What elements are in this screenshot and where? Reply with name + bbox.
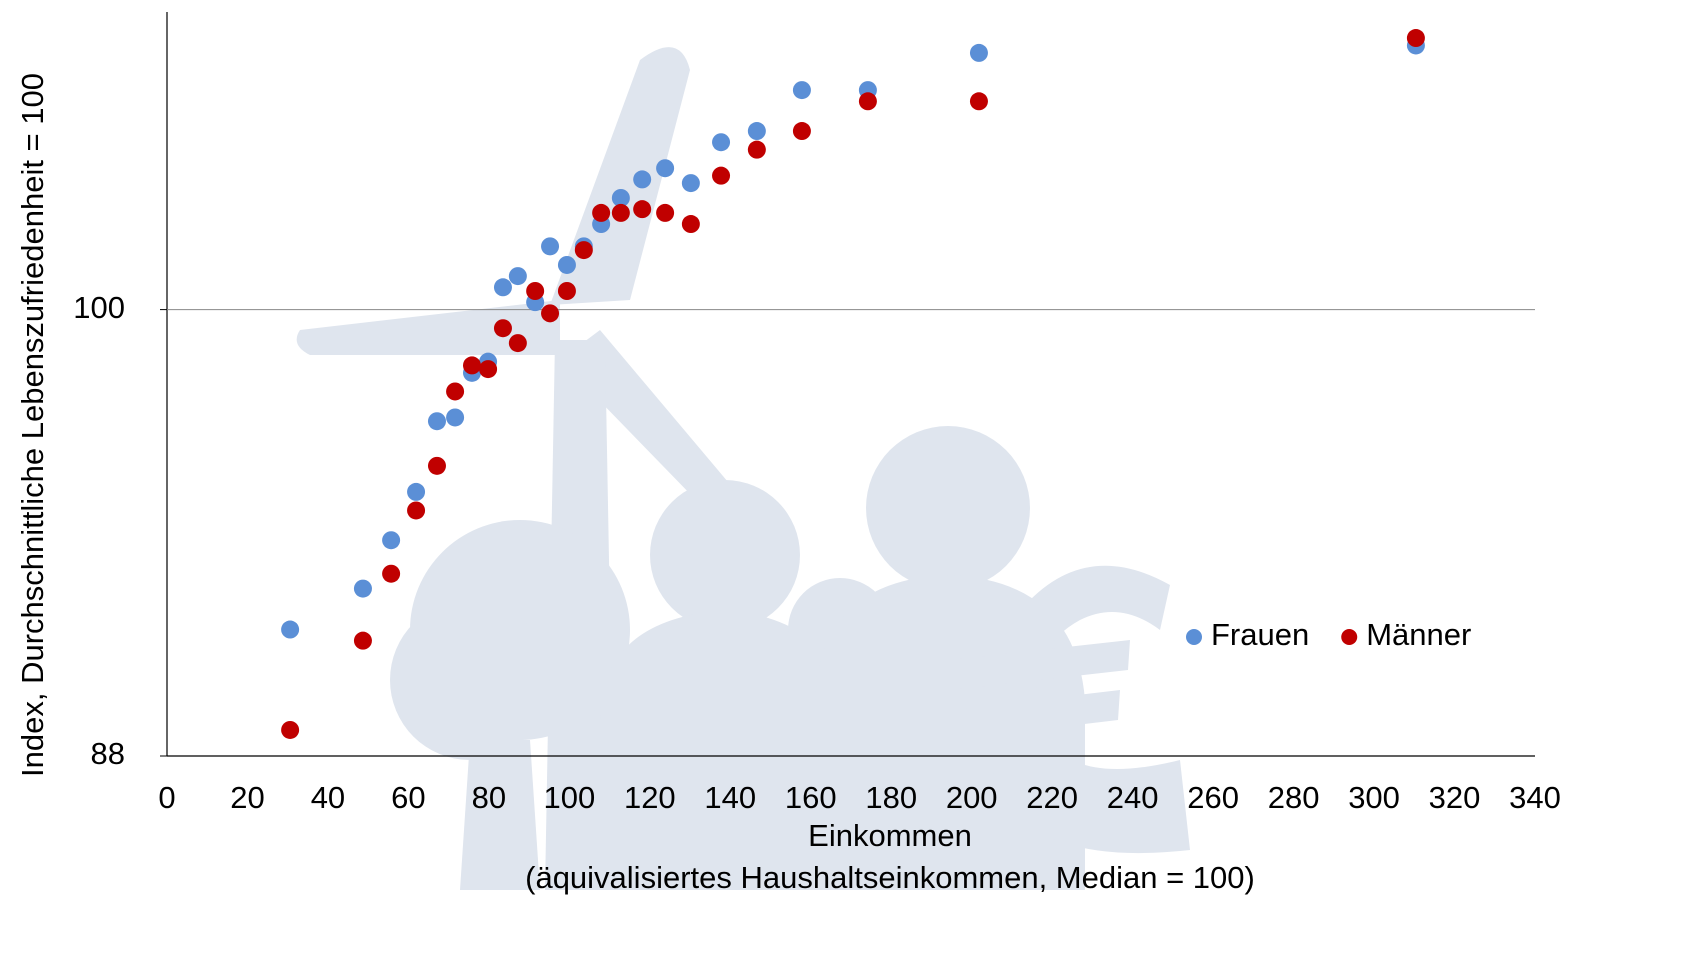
point: [281, 720, 300, 739]
point: [353, 579, 372, 598]
x-tick-label: 240: [1107, 780, 1159, 815]
legend-marker: [1186, 629, 1202, 645]
point: [611, 203, 630, 222]
point: [446, 382, 465, 401]
point: [712, 133, 731, 152]
x-tick-label: 40: [311, 780, 345, 815]
point: [633, 170, 652, 189]
point: [541, 304, 560, 323]
point: [656, 159, 675, 178]
legend-marker: [1341, 629, 1358, 645]
point: [611, 189, 630, 207]
x-tick-label: 20: [230, 780, 264, 815]
point: [656, 203, 675, 222]
x-tick-label: 80: [472, 780, 506, 815]
x-tick-label: 280: [1268, 780, 1320, 815]
x-tick-label: 200: [946, 780, 998, 815]
x-tick-label: 300: [1348, 780, 1400, 815]
point: [427, 412, 446, 431]
point: [541, 237, 560, 256]
point: [681, 215, 700, 234]
point: [382, 564, 401, 583]
wm-euro-bars: [950, 640, 1130, 740]
point: [281, 620, 300, 639]
legend-label: Frauen: [1211, 617, 1309, 652]
point: [712, 166, 731, 185]
point: [508, 267, 527, 286]
wm-head: [650, 480, 800, 630]
point: [493, 319, 512, 338]
x-tick-label: 260: [1187, 780, 1239, 815]
point: [407, 501, 426, 520]
x-tick-label: 220: [1026, 780, 1078, 815]
point: [792, 81, 811, 100]
wm-euro: [986, 565, 1190, 854]
point: [574, 241, 593, 260]
point: [792, 122, 811, 141]
point: [427, 456, 446, 475]
point: [446, 408, 465, 427]
point: [557, 282, 576, 300]
point: [557, 255, 576, 274]
point: [858, 92, 877, 111]
point: [462, 356, 481, 375]
point: [747, 140, 766, 159]
point: [382, 531, 401, 550]
point: [747, 122, 766, 141]
point: [1406, 29, 1425, 48]
x-tick-label: 140: [704, 780, 756, 815]
point: [508, 334, 527, 353]
x-tick-label: 160: [785, 780, 837, 815]
x-tick-label: 340: [1509, 780, 1561, 815]
y-tick-label: 88: [91, 736, 125, 771]
x-tick-label: 120: [624, 780, 676, 815]
legend-label: Männer: [1366, 617, 1471, 652]
point: [592, 203, 611, 222]
point: [407, 482, 426, 501]
wm-tree: [390, 600, 550, 760]
x-tick-label: 60: [391, 780, 425, 815]
wm-trunk: [460, 740, 540, 890]
point: [681, 174, 700, 193]
wm-head: [866, 426, 1030, 590]
point: [479, 360, 498, 379]
y-axis-title: Index, Durchschnittliche Lebenszufrieden…: [15, 73, 50, 777]
x-axis-subtitle: (äquivalisiertes Haushaltseinkommen, Med…: [525, 860, 1255, 895]
point: [633, 200, 652, 219]
x-tick-label: 100: [543, 780, 595, 815]
point: [493, 278, 512, 297]
watermark: [296, 47, 1190, 890]
point: [969, 43, 988, 62]
x-tick-label: 320: [1429, 780, 1481, 815]
point: [969, 92, 988, 111]
x-axis-title: Einkommen: [808, 818, 972, 853]
wm-blade: [296, 300, 560, 355]
y-tick-label: 100: [73, 290, 125, 325]
point: [353, 631, 372, 650]
x-tick-label: 0: [158, 780, 175, 815]
x-tick-label: 180: [865, 780, 917, 815]
point: [526, 282, 545, 300]
